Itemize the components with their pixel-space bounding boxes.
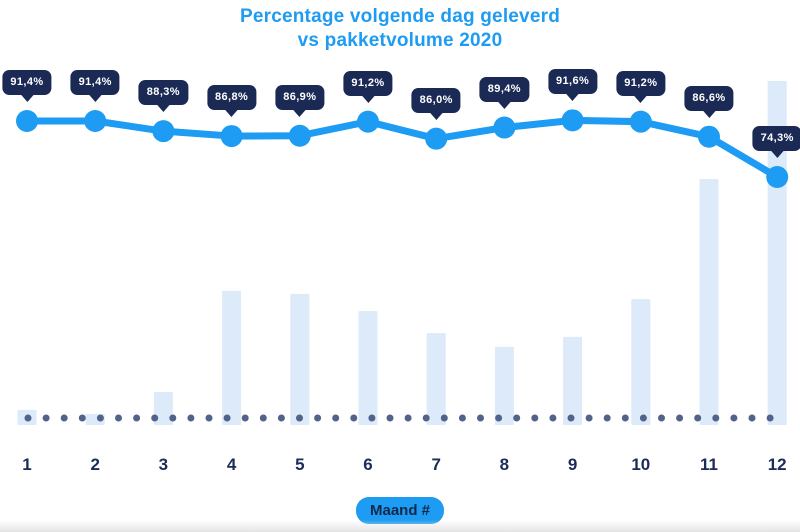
volume-bar <box>153 391 173 425</box>
baseline-dot <box>676 414 684 422</box>
baseline-dot <box>440 414 448 422</box>
baseline-dot <box>748 414 756 422</box>
data-label-badge: 88,3% <box>138 80 188 106</box>
baseline-dot <box>567 414 575 422</box>
baseline-dot <box>730 414 738 422</box>
baseline-dot <box>477 414 484 422</box>
x-axis-tick-label: 11 <box>700 455 718 474</box>
data-point-marker <box>220 125 243 148</box>
volume-bar <box>494 346 514 425</box>
x-axis-tick-label: 5 <box>295 455 305 474</box>
data-label-badge: 86,9% <box>275 84 325 110</box>
baseline-dot <box>603 414 611 422</box>
volume-bar <box>290 293 310 425</box>
volume-bar <box>358 311 378 425</box>
baseline-dot <box>187 414 195 422</box>
data-label-badge: 86,6% <box>684 85 734 111</box>
x-axis-tick-label: 7 <box>431 455 441 474</box>
volume-bars <box>17 81 787 425</box>
baseline-dot <box>314 414 322 422</box>
x-axis-tick-label: 3 <box>158 455 169 474</box>
data-point-marker <box>16 110 38 132</box>
baseline-dot <box>151 414 159 422</box>
baseline-dot <box>658 414 665 422</box>
x-axis-tick-label: 12 <box>767 455 787 474</box>
data-label-badge: 91,4% <box>70 70 120 95</box>
baseline-dot <box>241 414 249 422</box>
baseline-dot <box>404 414 412 422</box>
baseline-dot <box>332 414 340 422</box>
x-axis-tick-label: 2 <box>90 455 100 474</box>
baseline-dot <box>259 414 267 422</box>
data-point-marker <box>152 120 175 143</box>
baseline-dot <box>495 414 503 422</box>
x-axis-title-pill: Maand # <box>355 497 445 524</box>
baseline-dot <box>96 414 104 422</box>
volume-bar <box>631 299 651 425</box>
baseline-dot <box>639 414 647 422</box>
data-point-marker <box>357 110 379 133</box>
baseline-dot <box>60 414 68 422</box>
baseline-dot <box>549 414 557 422</box>
volume-bar <box>426 333 446 425</box>
baseline-dot <box>386 414 394 422</box>
x-axis-tick-label: 1 <box>22 455 32 474</box>
data-label-badge: 91,2% <box>343 70 393 96</box>
data-label-badge: 86,0% <box>411 87 461 113</box>
x-axis-title-label: Maand # <box>369 502 431 519</box>
baseline-dot <box>531 414 539 422</box>
x-axis-tick-label: 10 <box>631 455 651 474</box>
baseline-dot <box>169 414 177 422</box>
percentage-line <box>23 116 781 181</box>
x-axis-tick-label: 4 <box>226 455 237 474</box>
data-label-badge: 91,6% <box>547 69 598 95</box>
baseline-dot <box>133 414 141 422</box>
baseline-dot <box>621 414 629 422</box>
x-axis-tick-label: 9 <box>567 455 578 474</box>
baseline-dot <box>42 414 50 422</box>
baseline-dot <box>513 414 521 422</box>
chart-title: Percentage volgende dag geleverd vs pakk… <box>0 5 800 53</box>
chart-title-line-2: vs pakketvolume 2020 <box>297 30 503 51</box>
data-label-badge: 91,2% <box>616 70 666 96</box>
data-point-marker <box>84 110 107 132</box>
x-axis-tick-label: 8 <box>499 455 510 474</box>
data-point-marker <box>425 127 448 150</box>
volume-bar <box>222 290 242 425</box>
baseline-dot <box>694 414 702 422</box>
data-label-badge: 89,4% <box>479 76 529 102</box>
baseline-dot <box>766 414 774 422</box>
baseline-dot <box>422 414 430 422</box>
data-point-marker <box>766 166 789 188</box>
data-point-marker <box>698 125 720 148</box>
data-label-badge: 74,3% <box>752 126 800 151</box>
data-point-marker <box>561 109 584 132</box>
volume-bar <box>563 336 583 425</box>
baseline-dot <box>712 414 720 422</box>
baseline-dot <box>296 414 303 422</box>
data-label-badge: 86,8% <box>206 85 257 111</box>
baseline-dot <box>115 414 122 422</box>
volume-bar <box>767 81 787 425</box>
chart-title-line-1: Percentage volgende dag geleverd <box>239 6 560 27</box>
data-point-marker <box>288 124 311 147</box>
baseline-dot <box>585 414 593 422</box>
x-axis-tick-label: 6 <box>363 455 373 474</box>
data-point-markers <box>16 109 789 188</box>
data-point-marker <box>629 110 652 133</box>
baseline-dot <box>277 414 285 422</box>
volume-bar <box>699 179 719 425</box>
baseline-dot <box>223 414 231 422</box>
baseline-dot <box>458 414 466 422</box>
baseline-dot <box>205 414 213 422</box>
baseline-dot <box>368 414 376 422</box>
baseline-dot <box>78 414 86 422</box>
baseline-dot <box>24 414 32 422</box>
dotted-baseline <box>24 414 774 422</box>
data-point-marker <box>493 116 516 139</box>
data-label-badge: 91,4% <box>2 70 52 95</box>
baseline-dot <box>350 414 358 422</box>
